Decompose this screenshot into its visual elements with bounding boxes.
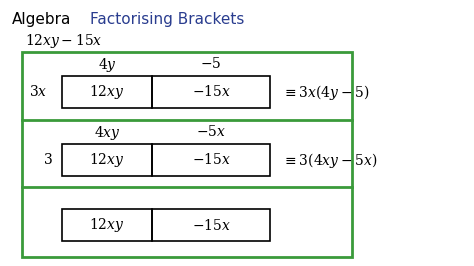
Bar: [62, 76, 152, 108]
Text: $-5x$: $-5x$: [196, 124, 226, 139]
Bar: [152, 209, 270, 241]
Text: $4xy$: $4xy$: [94, 124, 120, 142]
Bar: [152, 76, 270, 108]
Text: $3x$: $3x$: [29, 85, 47, 99]
Text: $-15x$: $-15x$: [191, 152, 230, 168]
Bar: [152, 144, 270, 176]
Text: $12xy$: $12xy$: [89, 151, 125, 169]
Text: $12xy$: $12xy$: [89, 216, 125, 234]
Text: $\equiv 3x(4y-5)$: $\equiv 3x(4y-5)$: [282, 82, 370, 102]
Bar: [62, 144, 152, 176]
Bar: [62, 209, 152, 241]
Text: Algebra: Algebra: [12, 12, 72, 27]
Text: Factorising Brackets: Factorising Brackets: [90, 12, 245, 27]
Text: $12xy$: $12xy$: [89, 83, 125, 101]
Text: $\equiv 3(4xy-5x)$: $\equiv 3(4xy-5x)$: [282, 151, 377, 169]
Text: $3$: $3$: [43, 152, 53, 168]
Text: $4y$: $4y$: [98, 56, 117, 74]
Text: $12xy-15x$: $12xy-15x$: [25, 32, 102, 50]
Text: $-15x$: $-15x$: [191, 218, 230, 232]
Text: $-5$: $-5$: [201, 56, 222, 71]
Bar: [22, 52, 352, 257]
Text: $-15x$: $-15x$: [191, 85, 230, 99]
